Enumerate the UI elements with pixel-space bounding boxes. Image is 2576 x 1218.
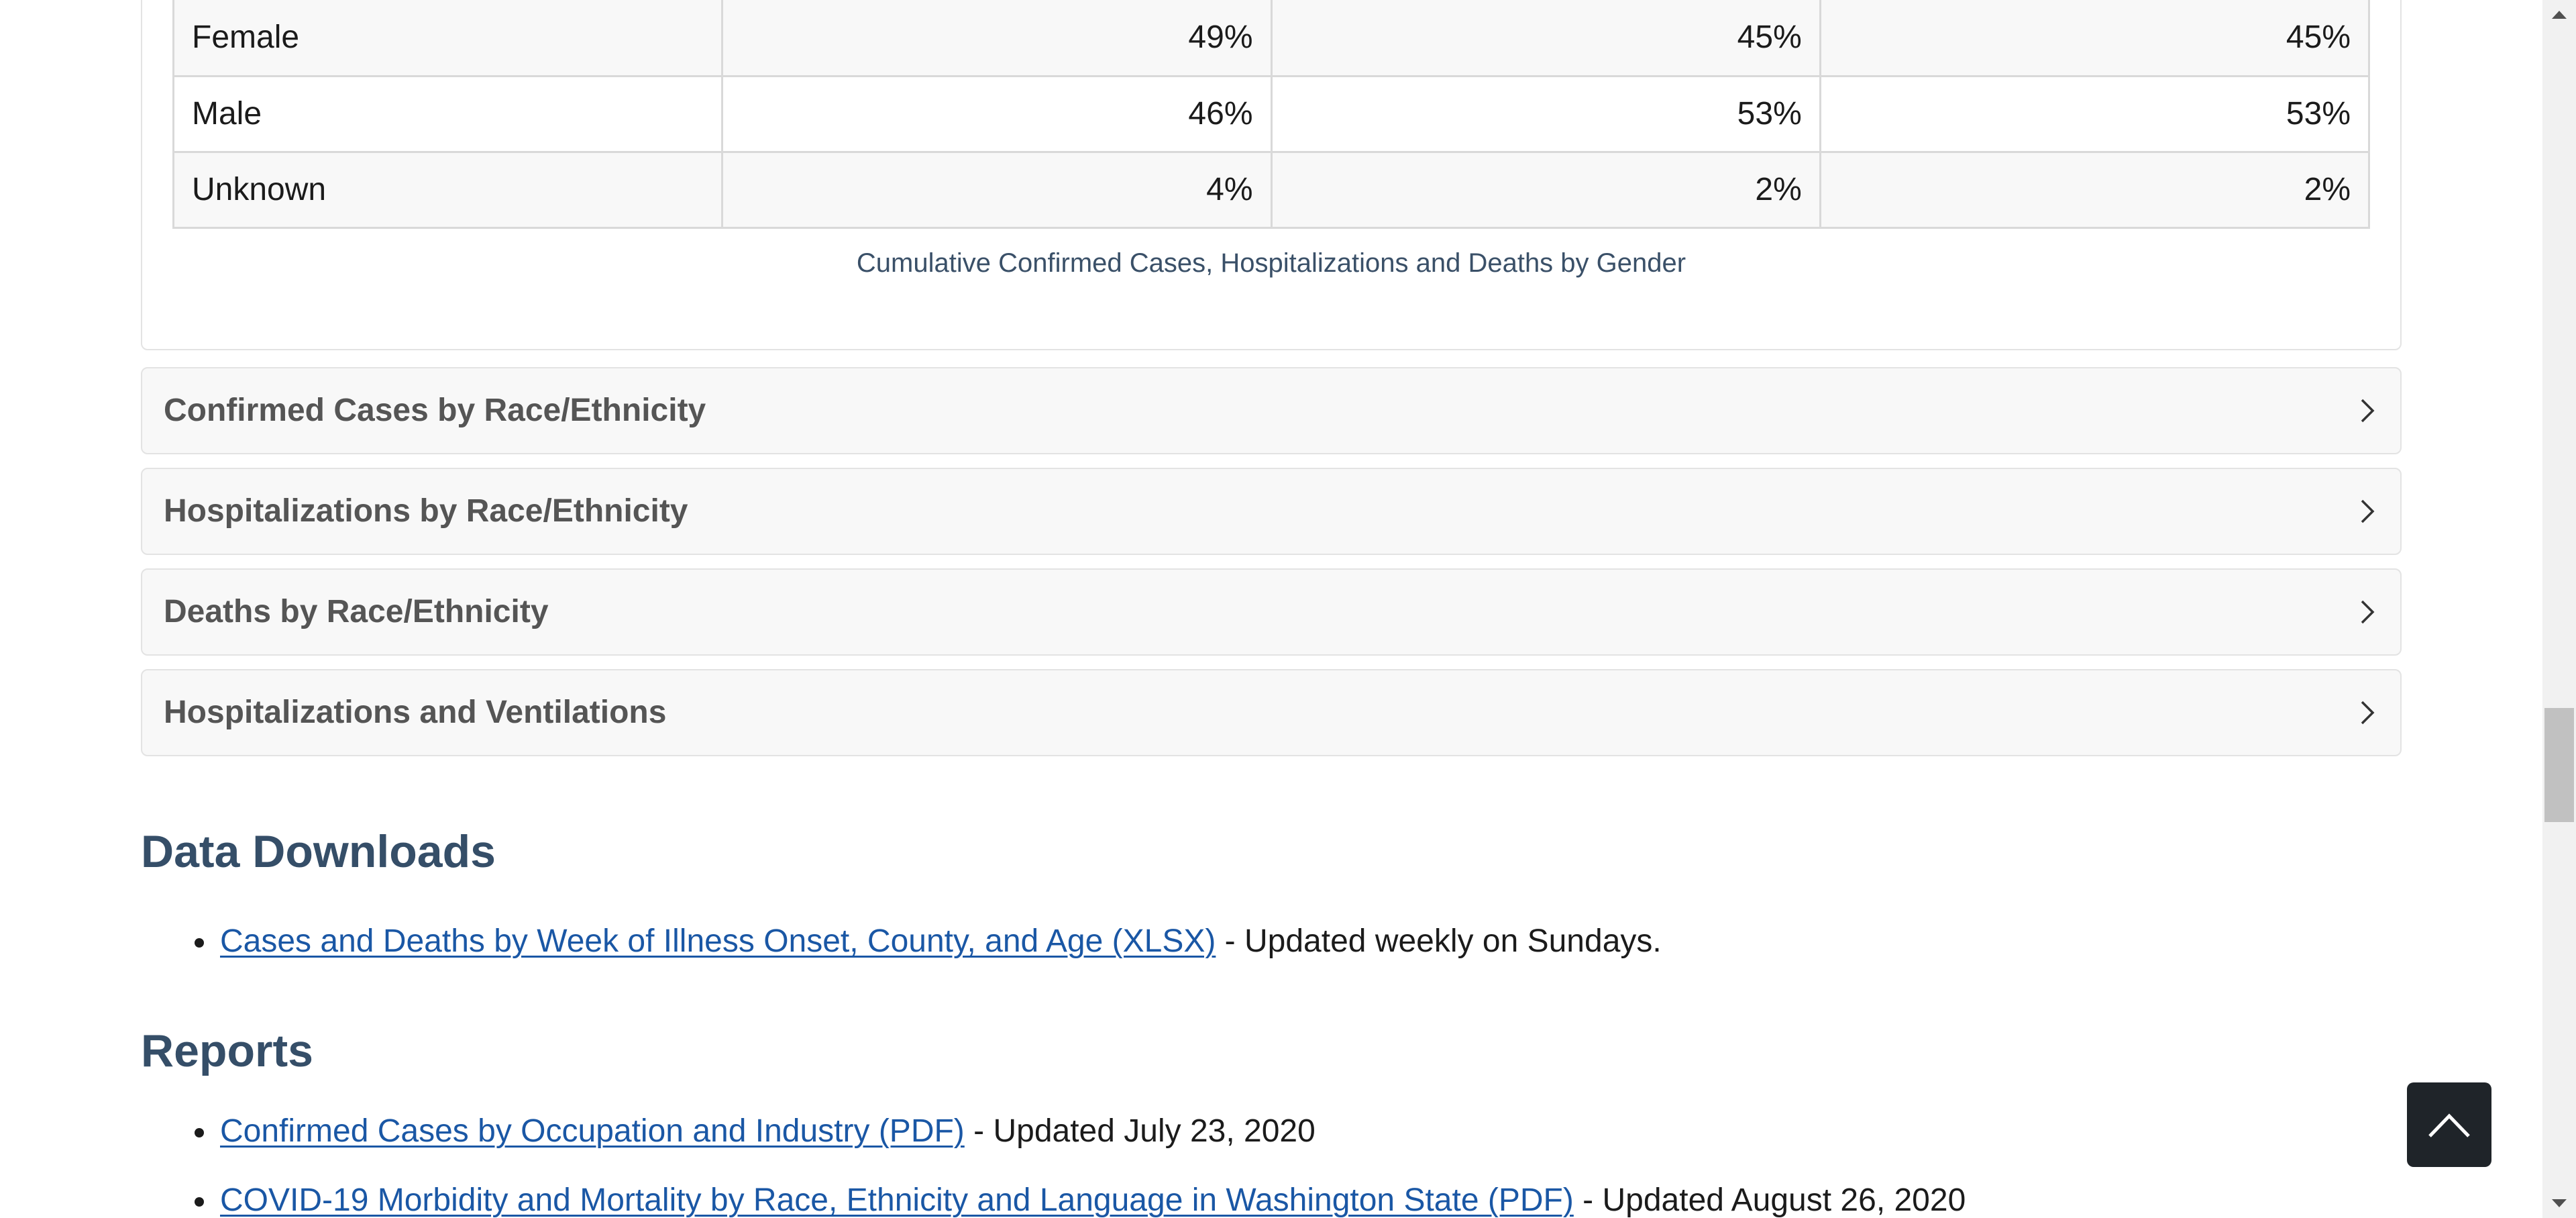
- accordion-title: Deaths by Race/Ethnicity: [164, 594, 549, 629]
- reports-heading: Reports: [141, 1025, 313, 1076]
- scroll-down-arrow-icon[interactable]: [2552, 1199, 2567, 1207]
- list-item: Confirmed Cases by Occupation and Indust…: [181, 1113, 1966, 1182]
- accordion-hospitalizations-race[interactable]: Hospitalizations by Race/Ethnicity: [141, 468, 2402, 555]
- table-cell-cases: 46%: [721, 74, 1273, 153]
- table-cell-deaths: 2%: [1819, 150, 2371, 229]
- table-cell-deaths: 53%: [1819, 74, 2371, 153]
- table-row: Female 49% 45% 45%: [172, 0, 2371, 77]
- report-link-occupation-industry[interactable]: Confirmed Cases by Occupation and Indust…: [220, 1113, 965, 1149]
- scrollbar-thumb[interactable]: [2544, 708, 2574, 822]
- chevron-up-icon: [2428, 1113, 2470, 1137]
- accordion-title: Hospitalizations by Race/Ethnicity: [164, 493, 688, 529]
- accordion-hospitalizations-ventilations[interactable]: Hospitalizations and Ventilations: [141, 669, 2402, 756]
- table-caption: Cumulative Confirmed Cases, Hospitalizat…: [856, 248, 1686, 278]
- data-downloads-list: Cases and Deaths by Week of Illness Onse…: [181, 923, 1662, 960]
- table-cell-deaths: 45%: [1819, 0, 2371, 77]
- table-cell-cases: 49%: [721, 0, 1273, 77]
- list-item-suffix: - Updated weekly on Sundays.: [1216, 923, 1662, 959]
- chevron-right-icon: [2361, 701, 2375, 725]
- chevron-right-icon: [2361, 399, 2375, 423]
- data-downloads-heading: Data Downloads: [141, 826, 496, 877]
- download-link-cases-deaths-xlsx[interactable]: Cases and Deaths by Week of Illness Onse…: [220, 923, 1216, 959]
- table-cell-label: Female: [172, 0, 724, 77]
- list-item-suffix: - Updated July 23, 2020: [964, 1113, 1316, 1149]
- scroll-up-arrow-icon[interactable]: [2552, 11, 2567, 19]
- report-link-race-ethnicity-language[interactable]: COVID-19 Morbidity and Mortality by Race…: [220, 1182, 1574, 1218]
- list-item: COVID-19 Morbidity and Mortality by Race…: [181, 1182, 1966, 1218]
- table-cell-hospitalizations: 53%: [1270, 74, 1821, 153]
- chevron-right-icon: [2361, 499, 2375, 523]
- table-cell-hospitalizations: 2%: [1270, 150, 1821, 229]
- table-cell-cases: 4%: [721, 150, 1273, 229]
- accordion-title: Hospitalizations and Ventilations: [164, 695, 667, 730]
- table-cell-label: Male: [172, 74, 724, 153]
- list-item-suffix: - Updated August 26, 2020: [1573, 1182, 1966, 1218]
- back-to-top-button[interactable]: [2407, 1082, 2491, 1167]
- accordion-confirmed-cases-race[interactable]: Confirmed Cases by Race/Ethnicity: [141, 367, 2402, 454]
- table-row: Unknown 4% 2% 2%: [172, 150, 2371, 229]
- table-cell-label: Unknown: [172, 150, 724, 229]
- table-row: Male 46% 53% 53%: [172, 74, 2371, 153]
- bullet-icon: [195, 1197, 204, 1207]
- bullet-icon: [195, 1128, 204, 1137]
- chevron-right-icon: [2361, 600, 2375, 624]
- vertical-scrollbar[interactable]: [2542, 0, 2576, 1218]
- accordion-deaths-race[interactable]: Deaths by Race/Ethnicity: [141, 568, 2402, 656]
- reports-list: Confirmed Cases by Occupation and Indust…: [181, 1113, 1966, 1218]
- accordion-title: Confirmed Cases by Race/Ethnicity: [164, 393, 706, 428]
- bullet-icon: [195, 938, 204, 948]
- table-cell-hospitalizations: 45%: [1270, 0, 1821, 77]
- list-item: Cases and Deaths by Week of Illness Onse…: [181, 923, 1662, 960]
- gender-table: Female 49% 45% 45% Male 46% 53% 53% Unkn…: [172, 0, 2371, 229]
